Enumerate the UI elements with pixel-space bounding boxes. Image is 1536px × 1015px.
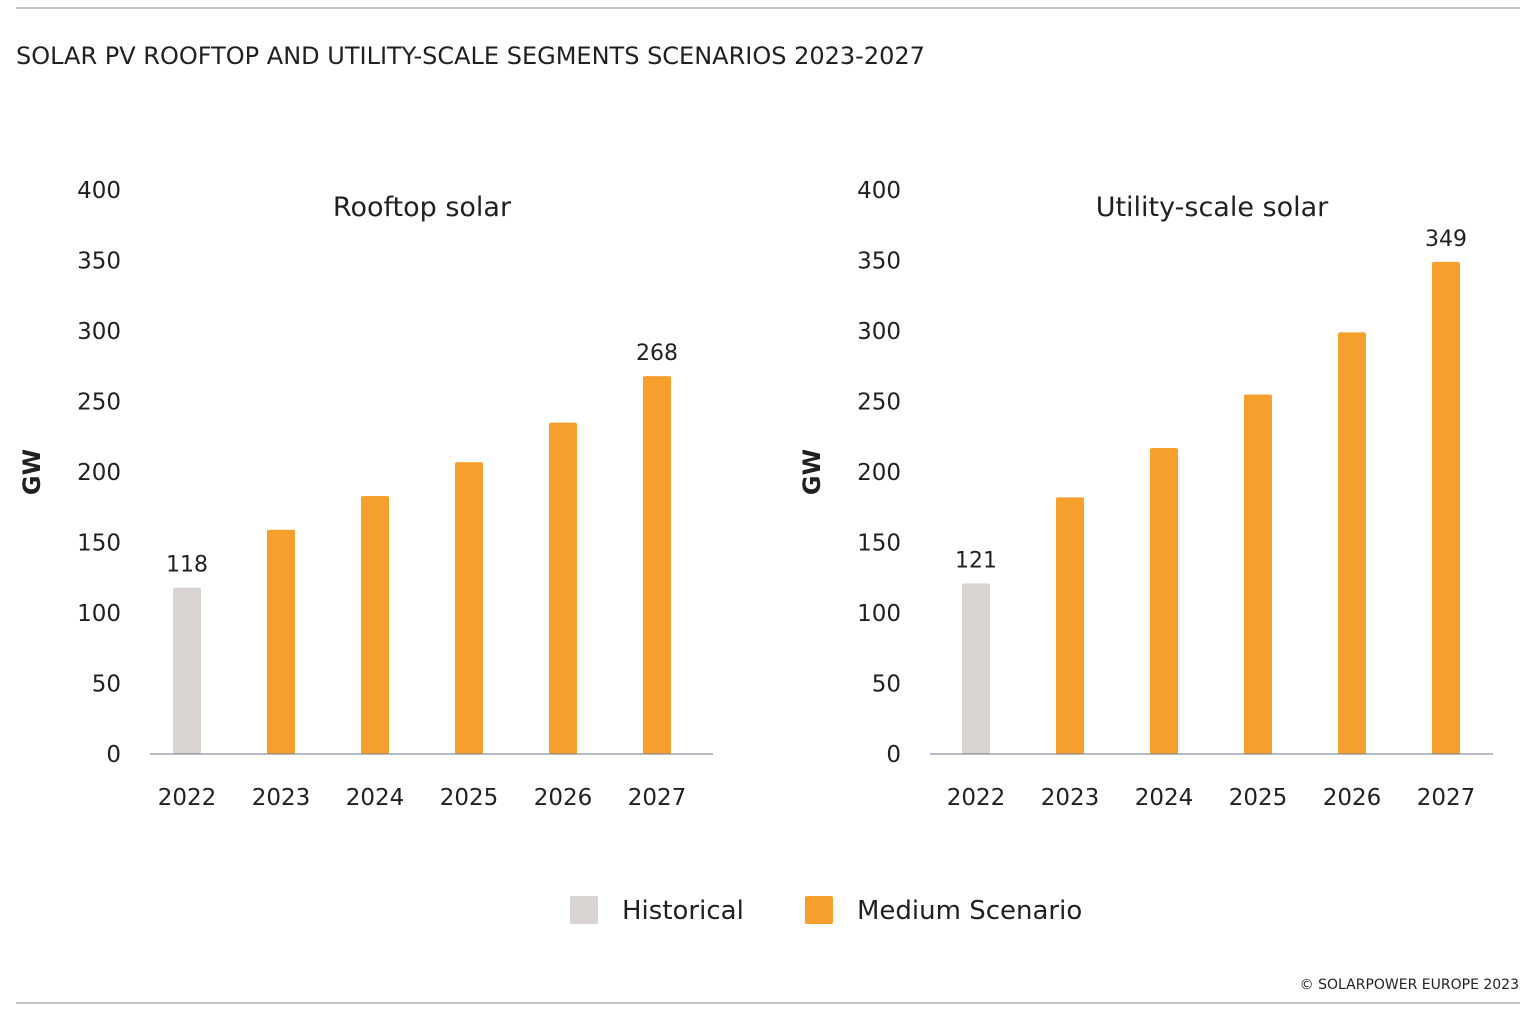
panel-title: Rooftop solar — [333, 192, 512, 223]
bar-2023 — [267, 529, 295, 754]
x-tick-label: 2026 — [534, 785, 593, 811]
x-tick-label: 2023 — [1041, 785, 1100, 811]
legend-swatch-medium-scenario — [805, 896, 833, 924]
chart-title: SOLAR PV ROOFTOP AND UTILITY-SCALE SEGME… — [16, 42, 925, 70]
y-tick-label: 250 — [77, 390, 121, 416]
x-tick-label: 2027 — [628, 785, 687, 811]
bar-2027 — [1432, 261, 1460, 754]
chart-panels: Rooftop solar GW 0 50 100 150 200 250 300 350 400 2… — [18, 178, 1493, 811]
x-tick-label: 2025 — [1229, 785, 1288, 811]
y-axis-label: GW — [798, 449, 826, 495]
y-tick-label: 100 — [857, 601, 901, 627]
y-tick-label: 200 — [77, 460, 121, 486]
y-tick-label: 50 — [872, 672, 901, 698]
y-tick-label: 350 — [77, 249, 121, 275]
panel-title: Utility-scale solar — [1096, 192, 1329, 223]
y-tick-label: 200 — [857, 460, 901, 486]
legend-swatch-historical — [570, 896, 598, 924]
bar-2026 — [549, 422, 577, 754]
x-tick-label: 2027 — [1417, 785, 1476, 811]
y-tick-label: 300 — [857, 319, 901, 345]
panel-rooftop: Rooftop solar GW 0 50 100 150 200 250 300 350 400 2… — [18, 178, 713, 811]
bar-2022 — [962, 583, 990, 754]
data-label-2022: 118 — [166, 553, 208, 578]
copyright: © SOLARPOWER EUROPE 2023 — [1300, 977, 1519, 993]
bar-2023 — [1056, 497, 1084, 754]
bar-2027 — [643, 376, 671, 754]
data-label-2027: 349 — [1425, 227, 1467, 252]
y-tick-label: 150 — [857, 531, 901, 557]
y-tick-label: 100 — [77, 601, 121, 627]
y-tick-label: 150 — [77, 531, 121, 557]
y-tick-label: 0 — [886, 742, 901, 768]
x-tick-label: 2022 — [158, 785, 217, 811]
bar-2022 — [173, 587, 201, 754]
y-axis-label: GW — [18, 449, 46, 495]
panel-utility-scale: Utility-scale solar GW 0 50 100 150 200 250 300 3… — [798, 178, 1493, 811]
x-tick-label: 2025 — [440, 785, 499, 811]
y-tick-label: 350 — [857, 249, 901, 275]
y-tick-label: 50 — [92, 672, 121, 698]
bar-2026 — [1338, 332, 1366, 754]
y-tick-label: 0 — [106, 742, 121, 768]
bar-2025 — [1244, 394, 1272, 754]
bar-2025 — [455, 462, 483, 754]
data-label-2027: 268 — [636, 341, 678, 366]
x-tick-label: 2022 — [947, 785, 1006, 811]
y-tick-label: 300 — [77, 319, 121, 345]
legend-label-medium-scenario: Medium Scenario — [857, 896, 1082, 926]
y-tick-label: 400 — [77, 178, 121, 204]
x-tick-label: 2024 — [1135, 785, 1194, 811]
x-tick-label: 2026 — [1323, 785, 1382, 811]
data-label-2022: 121 — [955, 548, 997, 573]
x-tick-label: 2023 — [252, 785, 311, 811]
bar-2024 — [361, 495, 389, 754]
y-tick-label: 400 — [857, 178, 901, 204]
legend-label-historical: Historical — [622, 896, 744, 926]
bar-2024 — [1150, 448, 1178, 754]
legend: Historical Medium Scenario — [570, 896, 1082, 926]
y-tick-label: 250 — [857, 390, 901, 416]
x-tick-label: 2024 — [346, 785, 405, 811]
